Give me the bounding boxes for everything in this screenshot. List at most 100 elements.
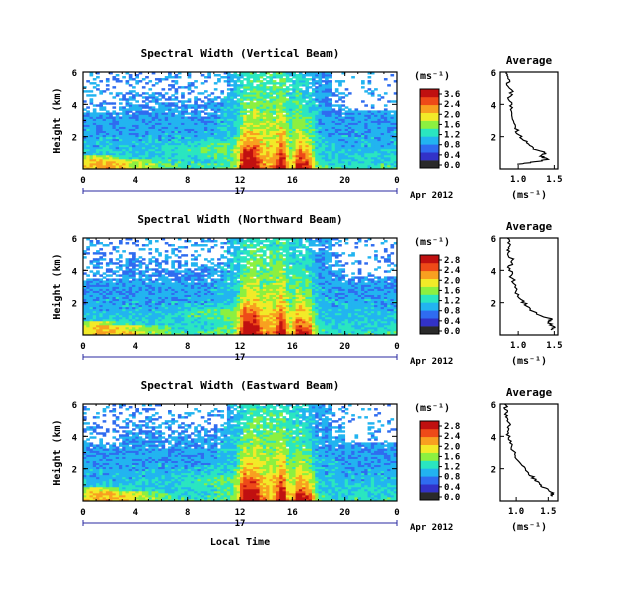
- heatmap-cell: [174, 106, 179, 109]
- heatmap-cell: [105, 244, 110, 247]
- heatmap-cell: [89, 308, 94, 312]
- heatmap-cell: [96, 292, 100, 295]
- heatmap-cell: [122, 286, 126, 289]
- heatmap-cell: [200, 116, 205, 119]
- heatmap-cell: [168, 318, 172, 322]
- heatmap-cell: [154, 288, 159, 291]
- heatmap-cell: [328, 76, 332, 79]
- heatmap-cell: [253, 96, 257, 99]
- heatmap-cell: [89, 128, 94, 131]
- heatmap-cell: [174, 328, 179, 332]
- heatmap-cell: [354, 126, 359, 129]
- heatmap-cell: [99, 328, 104, 332]
- heatmap-cell: [96, 132, 100, 136]
- heatmap-cell: [249, 80, 254, 83]
- colorbar-unit: (ms⁻¹): [414, 71, 450, 82]
- heatmap-cell: [347, 162, 352, 166]
- heatmap-cell: [295, 116, 300, 119]
- heatmap-cell: [305, 78, 310, 81]
- heatmap-cell: [243, 90, 247, 93]
- heatmap-cell: [161, 144, 166, 148]
- heatmap-cell: [295, 74, 300, 77]
- heatmap-cell: [118, 298, 123, 302]
- heatmap-cell: [272, 148, 277, 152]
- heatmap-cell: [92, 128, 97, 131]
- heatmap-cell: [236, 124, 241, 127]
- heatmap-cell: [262, 150, 267, 154]
- heatmap-cell: [148, 332, 153, 336]
- heatmap-cell: [92, 122, 97, 125]
- heatmap-cell: [344, 164, 349, 168]
- heatmap-cell: [89, 270, 94, 273]
- heatmap-cell: [259, 158, 264, 162]
- heatmap-cell: [174, 128, 179, 131]
- heatmap-cell: [109, 268, 113, 271]
- heatmap-cell: [125, 270, 130, 273]
- heatmap-cell: [187, 328, 192, 332]
- heatmap-cell: [390, 162, 395, 166]
- heatmap-cell: [370, 122, 375, 125]
- heatmap-cell: [161, 164, 166, 168]
- heatmap-cell: [210, 154, 215, 158]
- heatmap-cell: [135, 132, 139, 136]
- heatmap-cell: [318, 160, 323, 164]
- heatmap-cell: [259, 88, 264, 91]
- heatmap-cell: [357, 110, 362, 113]
- heatmap-cell: [311, 98, 316, 101]
- heatmap-cell: [151, 160, 156, 164]
- heatmap-cell: [86, 324, 90, 328]
- heatmap-cell: [204, 150, 208, 154]
- heatmap-cell: [174, 164, 179, 168]
- heatmap-cell: [341, 92, 346, 95]
- heatmap-cell: [141, 278, 146, 281]
- heatmap-cell: [262, 146, 267, 150]
- heatmap-cell: [338, 80, 342, 83]
- heatmap-cell: [370, 154, 375, 158]
- heatmap-cell: [158, 104, 162, 107]
- heatmap-cell: [132, 154, 136, 158]
- heatmap-cell: [151, 298, 156, 302]
- heatmap-cell: [249, 142, 254, 146]
- heatmap-cell: [383, 112, 388, 115]
- heatmap-cell: [236, 108, 241, 111]
- heatmap-cell: [347, 110, 352, 113]
- heatmap-cell: [164, 142, 169, 146]
- heatmap-cell: [298, 80, 303, 83]
- heatmap-cell: [125, 260, 130, 263]
- heatmap-cell: [132, 282, 136, 285]
- heatmap-cell: [308, 100, 313, 103]
- heatmap-cell: [331, 142, 336, 146]
- heatmap-cell: [168, 146, 172, 150]
- heatmap-cell: [243, 74, 247, 77]
- heatmap-cell: [181, 142, 185, 146]
- heatmap-cell: [305, 116, 310, 119]
- heatmap-cell: [269, 80, 274, 83]
- heatmap-cell: [102, 254, 107, 257]
- heatmap-cell: [145, 274, 149, 277]
- heatmap-cell: [282, 162, 287, 166]
- heatmap-cell: [181, 324, 185, 328]
- heatmap-cell: [383, 78, 388, 81]
- heatmap-cell: [92, 160, 97, 164]
- heatmap-cell: [383, 136, 388, 140]
- heatmap-cell: [305, 134, 310, 138]
- heatmap-cell: [118, 132, 123, 136]
- heatmap-cell: [305, 140, 310, 144]
- heatmap-cell: [115, 124, 120, 127]
- heatmap-cell: [112, 118, 117, 121]
- heatmap-cell: [141, 244, 146, 247]
- heatmap-cell: [240, 74, 244, 77]
- heatmap-cell: [308, 166, 313, 170]
- heatmap-cell: [184, 288, 189, 291]
- heatmap-cell: [210, 152, 215, 156]
- heatmap-cell: [285, 98, 290, 101]
- heatmap-cell: [132, 162, 136, 166]
- heatmap-cell: [213, 138, 218, 142]
- heatmap-cell: [132, 290, 136, 293]
- heatmap-cell: [213, 162, 218, 166]
- heatmap-cell: [148, 314, 153, 318]
- heatmap-cell: [115, 282, 120, 285]
- heatmap-cell: [243, 104, 247, 107]
- heatmap-cell: [243, 130, 247, 134]
- heatmap-cell: [318, 132, 323, 136]
